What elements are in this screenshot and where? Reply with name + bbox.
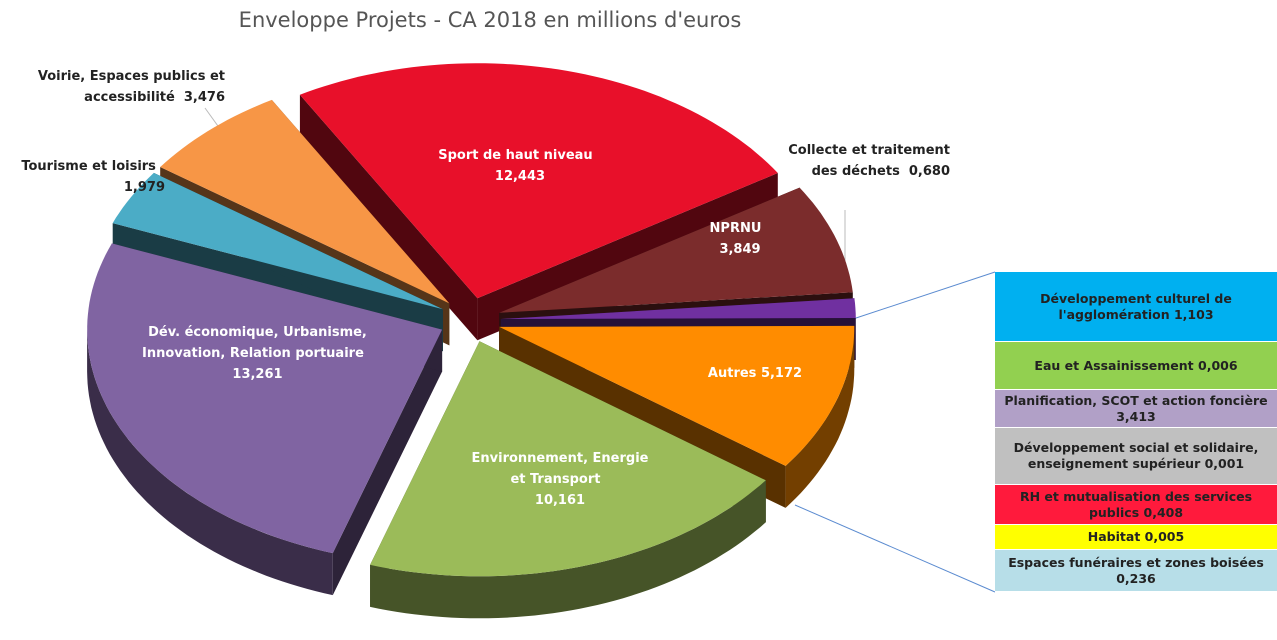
breakdown-row: Planification, SCOT et action foncière 3…	[995, 390, 1277, 428]
breakdown-value: 0,006	[1198, 357, 1238, 373]
slice-label: Autres 5,172	[670, 363, 840, 384]
breakdown-text: Habitat 0,005	[1088, 529, 1184, 545]
breakdown-category: Eau et Assainissement	[1034, 357, 1194, 373]
slice-side	[299, 94, 478, 341]
slice-label: Tourisme et loisirs 1,979	[10, 156, 165, 198]
breakdown-value: 0,408	[1143, 504, 1184, 520]
slice-wall	[370, 480, 766, 619]
breakdown-row: RH et mutualisation des services publics…	[995, 485, 1277, 525]
breakdown-value: 0,005	[1144, 529, 1185, 544]
breakdown-value: 3,413	[1116, 408, 1156, 424]
value-label: 3,476	[183, 90, 225, 105]
breakdown-category: RH et mutualisation des services publics	[1019, 488, 1253, 520]
slice-label: NPRNU 3,849	[690, 218, 790, 260]
connector	[849, 271, 996, 321]
category-label: Voirie, Espaces publics et accessibilité	[37, 69, 225, 105]
connector	[794, 504, 996, 593]
category-label: Dév. économique, Urbanisme, Innovation, …	[142, 325, 367, 361]
slice-label: Environnement, Energie et Transport 10,1…	[465, 448, 655, 511]
slice	[299, 63, 778, 299]
value-label: 13,261	[232, 367, 283, 382]
breakdown-category: Habitat	[1087, 529, 1141, 544]
breakdown-text: Développement social et solidaire, ensei…	[999, 440, 1273, 472]
breakdown-text: Développement culturel de l'agglomératio…	[999, 291, 1273, 323]
slice-label: Voirie, Espaces publics et accessibilité…	[15, 66, 225, 108]
chart-title: Enveloppe Projets - CA 2018 en millions …	[238, 8, 742, 32]
value-label: 1,979	[123, 180, 165, 195]
breakdown-row: Espaces funéraires et zones boisées 0,23…	[995, 550, 1277, 592]
category-label: Sport de haut niveau	[438, 148, 593, 163]
slice	[499, 187, 853, 313]
breakdown-text: Espaces funéraires et zones boisées 0,23…	[999, 555, 1273, 587]
slice	[500, 298, 856, 319]
slice-wall	[785, 326, 855, 508]
breakdown-value: 0,236	[1116, 570, 1156, 586]
breakdown-text: RH et mutualisation des services publics…	[999, 489, 1273, 521]
slice	[87, 243, 443, 554]
value-label: 3,849	[719, 242, 761, 257]
breakdown-row: Développement social et solidaire, ensei…	[995, 428, 1277, 485]
slice-wall	[87, 329, 333, 596]
breakdown-row: Développement culturel de l'agglomératio…	[995, 272, 1277, 342]
breakdown-row: Eau et Assainissement 0,006	[995, 342, 1277, 390]
category-label: Environnement, Energie et Transport	[471, 451, 649, 487]
value-label: 0,680	[908, 164, 950, 179]
breakdown-category: Développement social et solidaire, ensei…	[1013, 440, 1259, 471]
category-label: Tourisme et loisirs	[21, 159, 156, 174]
value-label: 5,172	[760, 366, 803, 381]
category-label: Autres	[707, 366, 757, 381]
slice-label: Dév. économique, Urbanisme, Innovation, …	[120, 322, 395, 385]
breakdown-value: 0,001	[1204, 456, 1245, 471]
slice-side	[332, 329, 443, 596]
slice	[160, 99, 450, 304]
slice	[112, 172, 443, 310]
slice	[370, 341, 766, 577]
breakdown-category: Planification, SCOT et action foncière	[1004, 392, 1268, 408]
value-label: 12,443	[494, 169, 546, 184]
breakdown-value: 1,103	[1173, 306, 1214, 322]
breakdown-text: Planification, SCOT et action foncière 3…	[999, 393, 1273, 425]
slice	[499, 325, 855, 466]
breakdown-text: Eau et Assainissement 0,006	[1034, 358, 1237, 374]
value-label: 10,161	[534, 493, 586, 508]
breakdown-category: Développement culturel de l'agglomératio…	[1040, 290, 1232, 322]
slice-label: Collecte et traitement des déchets 0,680	[760, 140, 950, 182]
breakdown-row: Habitat 0,005	[995, 525, 1277, 550]
breakdown-category: Espaces funéraires et zones boisées	[1008, 554, 1264, 570]
slice-label: Sport de haut niveau 12,443	[420, 145, 620, 187]
breakdown-box: Développement culturel de l'agglomératio…	[995, 272, 1277, 592]
category-label: NPRNU	[709, 221, 762, 236]
category-label: Collecte et traitement des déchets	[788, 143, 950, 179]
